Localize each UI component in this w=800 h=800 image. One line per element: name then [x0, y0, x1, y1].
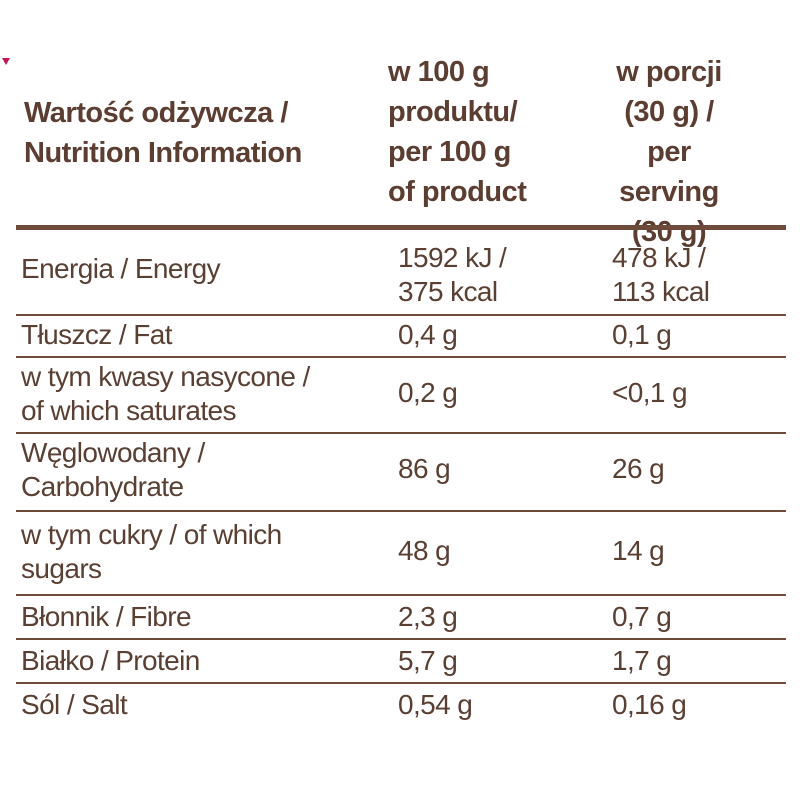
row-label: Białko / Protein: [21, 645, 200, 676]
table-row-fibre: Błonnik / Fibre 2,3 g 0,7 g: [16, 596, 786, 640]
row-label: Węglowodany / Carbohydrate: [21, 436, 361, 504]
row-label: w tym kwasy nasycone / of which saturate…: [21, 360, 361, 428]
row-label: Energia / Energy: [21, 252, 361, 286]
corner-accent-mark: [2, 58, 10, 65]
row-label: Sól / Salt: [21, 689, 128, 720]
row-value-per-serving: 0,1 g: [612, 319, 672, 350]
row-label-line: Węglowodany /: [21, 437, 205, 468]
header-per100-line: per 100 g: [388, 136, 511, 168]
row-value-per100g: 86 g: [398, 453, 451, 484]
row-label-line: Carbohydrate: [21, 471, 184, 502]
table-row-salt: Sól / Salt 0,54 g 0,16 g: [16, 684, 786, 726]
row-label-line: Energia / Energy: [21, 253, 221, 284]
row-value-per-serving: 0,16 g: [612, 689, 687, 720]
row-value-per-serving: 0,7 g: [612, 601, 672, 632]
row-value-per100g: 0,2 g: [398, 377, 458, 408]
header-serving-line: (30 g) /: [624, 96, 714, 128]
table-row-protein: Białko / Protein 5,7 g 1,7 g: [16, 640, 786, 684]
header-per100-line: w 100 g: [388, 56, 490, 88]
row-value-per100g: 5,7 g: [398, 645, 458, 676]
row-value-per100g: 48 g: [398, 535, 451, 566]
row-label-line: of which saturates: [21, 395, 236, 426]
row-value-per-serving: 1,7 g: [612, 645, 672, 676]
row-value-per-serving: 26 g: [612, 453, 665, 484]
nutrition-table: Wartość odżywcza / Nutrition Information…: [16, 48, 792, 720]
table-row-energy: Energia / Energy 1592 kJ / 375 kcal 478 …: [16, 236, 786, 316]
row-label-line: w tym cukry / of which: [21, 519, 282, 550]
header-serving-line: per serving: [619, 136, 719, 208]
header-label-line: Nutrition Information: [24, 137, 302, 169]
header-per-100g: w 100 g produktu/ per 100 g of product: [388, 52, 527, 212]
table-row-saturates: w tym kwasy nasycone / of which saturate…: [16, 358, 786, 434]
table-body: Energia / Energy 1592 kJ / 375 kcal 478 …: [16, 236, 786, 726]
value-line: 1592 kJ /: [398, 242, 507, 273]
row-value-per-serving: 14 g: [612, 535, 665, 566]
row-label: Błonnik / Fibre: [21, 601, 192, 632]
header-divider: [16, 225, 786, 230]
header-per100-line: produktu/: [388, 96, 518, 128]
row-value-per100g: 2,3 g: [398, 601, 458, 632]
header-serving-line: w porcji: [616, 56, 722, 88]
row-label-line: sugars: [21, 553, 102, 584]
row-value-per100g: 1592 kJ / 375 kcal: [398, 241, 588, 309]
row-value-per-serving: <0,1 g: [612, 377, 688, 408]
value-line: 113 kcal: [612, 276, 710, 307]
row-label: w tym cukry / of which sugars: [21, 518, 361, 586]
value-line: 478 kJ /: [612, 242, 706, 273]
header-serving-line: (30 g): [631, 216, 707, 248]
table-row-sugars: w tym cukry / of which sugars 48 g 14 g: [16, 512, 786, 596]
value-line: 375 kcal: [398, 276, 498, 307]
header-nutrition-label: Wartość odżywcza / Nutrition Information: [24, 93, 302, 173]
header-per100-line: of product: [388, 176, 527, 208]
header-label-line: Wartość odżywcza /: [24, 97, 288, 129]
header-per-serving: w porcji (30 g) / per serving (30 g): [594, 52, 744, 252]
table-row-carbohydrate: Węglowodany / Carbohydrate 86 g 26 g: [16, 434, 786, 512]
row-value-per-serving: 478 kJ / 113 kcal: [612, 241, 782, 309]
table-header: Wartość odżywcza / Nutrition Information…: [16, 48, 792, 248]
row-label-line: w tym kwasy nasycone /: [21, 361, 310, 392]
row-value-per100g: 0,4 g: [398, 319, 458, 350]
row-value-per100g: 0,54 g: [398, 689, 473, 720]
table-row-fat: Tłuszcz / Fat 0,4 g 0,1 g: [16, 316, 786, 358]
row-label: Tłuszcz / Fat: [21, 319, 172, 350]
